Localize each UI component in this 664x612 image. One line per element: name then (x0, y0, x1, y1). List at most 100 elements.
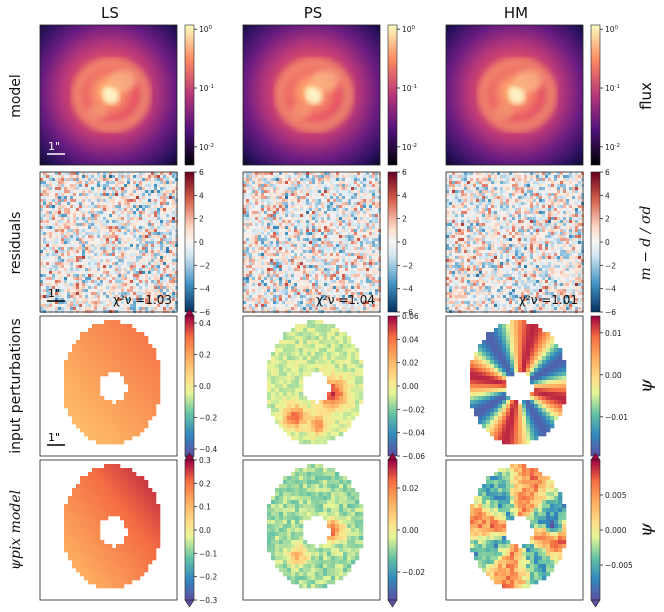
residual-pixel (279, 259, 282, 262)
residual-pixel (324, 265, 327, 268)
residual-pixel (255, 223, 258, 226)
residual-pixel (575, 229, 578, 232)
residual-pixel (446, 190, 449, 193)
residual-pixel (118, 304, 121, 307)
residual-pixel (154, 229, 157, 232)
residual-pixel (264, 250, 267, 253)
residual-pixel (285, 259, 288, 262)
residual-pixel (375, 181, 378, 184)
residual-pixel (452, 178, 455, 181)
residual-pixel (306, 187, 309, 190)
residual-pixel (261, 217, 264, 220)
residual-pixel (157, 214, 160, 217)
residual-pixel (255, 175, 258, 178)
residual-pixel (243, 211, 246, 214)
residual-pixel (578, 208, 581, 211)
residual-pixel (303, 172, 306, 175)
residual-pixel (130, 280, 133, 283)
residual-pixel (342, 304, 345, 307)
residual-pixel (246, 253, 249, 256)
residual-pixel (494, 256, 497, 259)
residual-pixel (470, 196, 473, 199)
residual-pixel (64, 250, 67, 253)
residual-pixel (339, 220, 342, 223)
residual-pixel (160, 280, 163, 283)
residual-pixel (575, 226, 578, 229)
residual-pixel (88, 304, 91, 307)
residual-pixel (309, 268, 312, 271)
residual-pixel (82, 286, 85, 289)
residual-pixel (100, 208, 103, 211)
residual-pixel (175, 253, 178, 256)
residual-pixel (452, 256, 455, 259)
residual-pixel (357, 286, 360, 289)
residual-pixel (578, 256, 581, 259)
residual-pixel (306, 286, 309, 289)
residual-pixel (121, 244, 124, 247)
residual-pixel (279, 241, 282, 244)
residual-pixel (482, 184, 485, 187)
residual-pixel (455, 175, 458, 178)
residual-pixel (351, 301, 354, 304)
residual-pixel (118, 238, 121, 241)
residual-pixel (518, 247, 521, 250)
residual-pixel (285, 256, 288, 259)
residual-pixel (154, 292, 157, 295)
residual-pixel (151, 256, 154, 259)
residual-pixel (157, 280, 160, 283)
residual-pixel (560, 196, 563, 199)
residual-pixel (267, 307, 270, 310)
residual-pixel (467, 250, 470, 253)
residual-pixel (118, 241, 121, 244)
residual-pixel (115, 238, 118, 241)
residual-pixel (142, 250, 145, 253)
residual-pixel (554, 214, 557, 217)
residual-pixel (476, 235, 479, 238)
residual-pixel (306, 229, 309, 232)
residual-pixel (327, 223, 330, 226)
residual-pixel (378, 256, 381, 259)
residual-pixel (58, 211, 61, 214)
residual-pixel (118, 274, 121, 277)
residual-pixel (121, 292, 124, 295)
residual-pixel (52, 232, 55, 235)
residual-pixel (79, 289, 82, 292)
residual-pixel (282, 241, 285, 244)
residual-pixel (348, 235, 351, 238)
residual-pixel (324, 235, 327, 238)
residual-pixel (303, 280, 306, 283)
residual-pixel (243, 277, 246, 280)
residual-pixel (172, 217, 175, 220)
residual-pixel (321, 232, 324, 235)
residual-pixel (103, 262, 106, 265)
residual-pixel (345, 286, 348, 289)
residual-pixel (363, 184, 366, 187)
residual-pixel (139, 268, 142, 271)
residual-pixel (557, 175, 560, 178)
residual-pixel (336, 172, 339, 175)
residual-pixel (446, 247, 449, 250)
residual-pixel (545, 220, 548, 223)
residual-pixel (482, 229, 485, 232)
residual-pixel (109, 301, 112, 304)
residual-pixel (581, 211, 584, 214)
residual-pixel (148, 193, 151, 196)
residual-pixel (318, 238, 321, 241)
residual-pixel (252, 262, 255, 265)
residual-pixel (255, 190, 258, 193)
residual-pixel (455, 226, 458, 229)
residual-pixel (91, 292, 94, 295)
residual-pixel (79, 220, 82, 223)
residual-pixel (515, 211, 518, 214)
residual-pixel (339, 178, 342, 181)
residual-pixel (118, 307, 121, 310)
residual-pixel (79, 193, 82, 196)
residual-pixel (455, 202, 458, 205)
residual-pixel (569, 175, 572, 178)
residual-pixel (342, 220, 345, 223)
residual-pixel (554, 223, 557, 226)
residual-pixel (467, 178, 470, 181)
residual-pixel (366, 310, 369, 313)
residual-pixel (366, 280, 369, 283)
residual-pixel (94, 244, 97, 247)
